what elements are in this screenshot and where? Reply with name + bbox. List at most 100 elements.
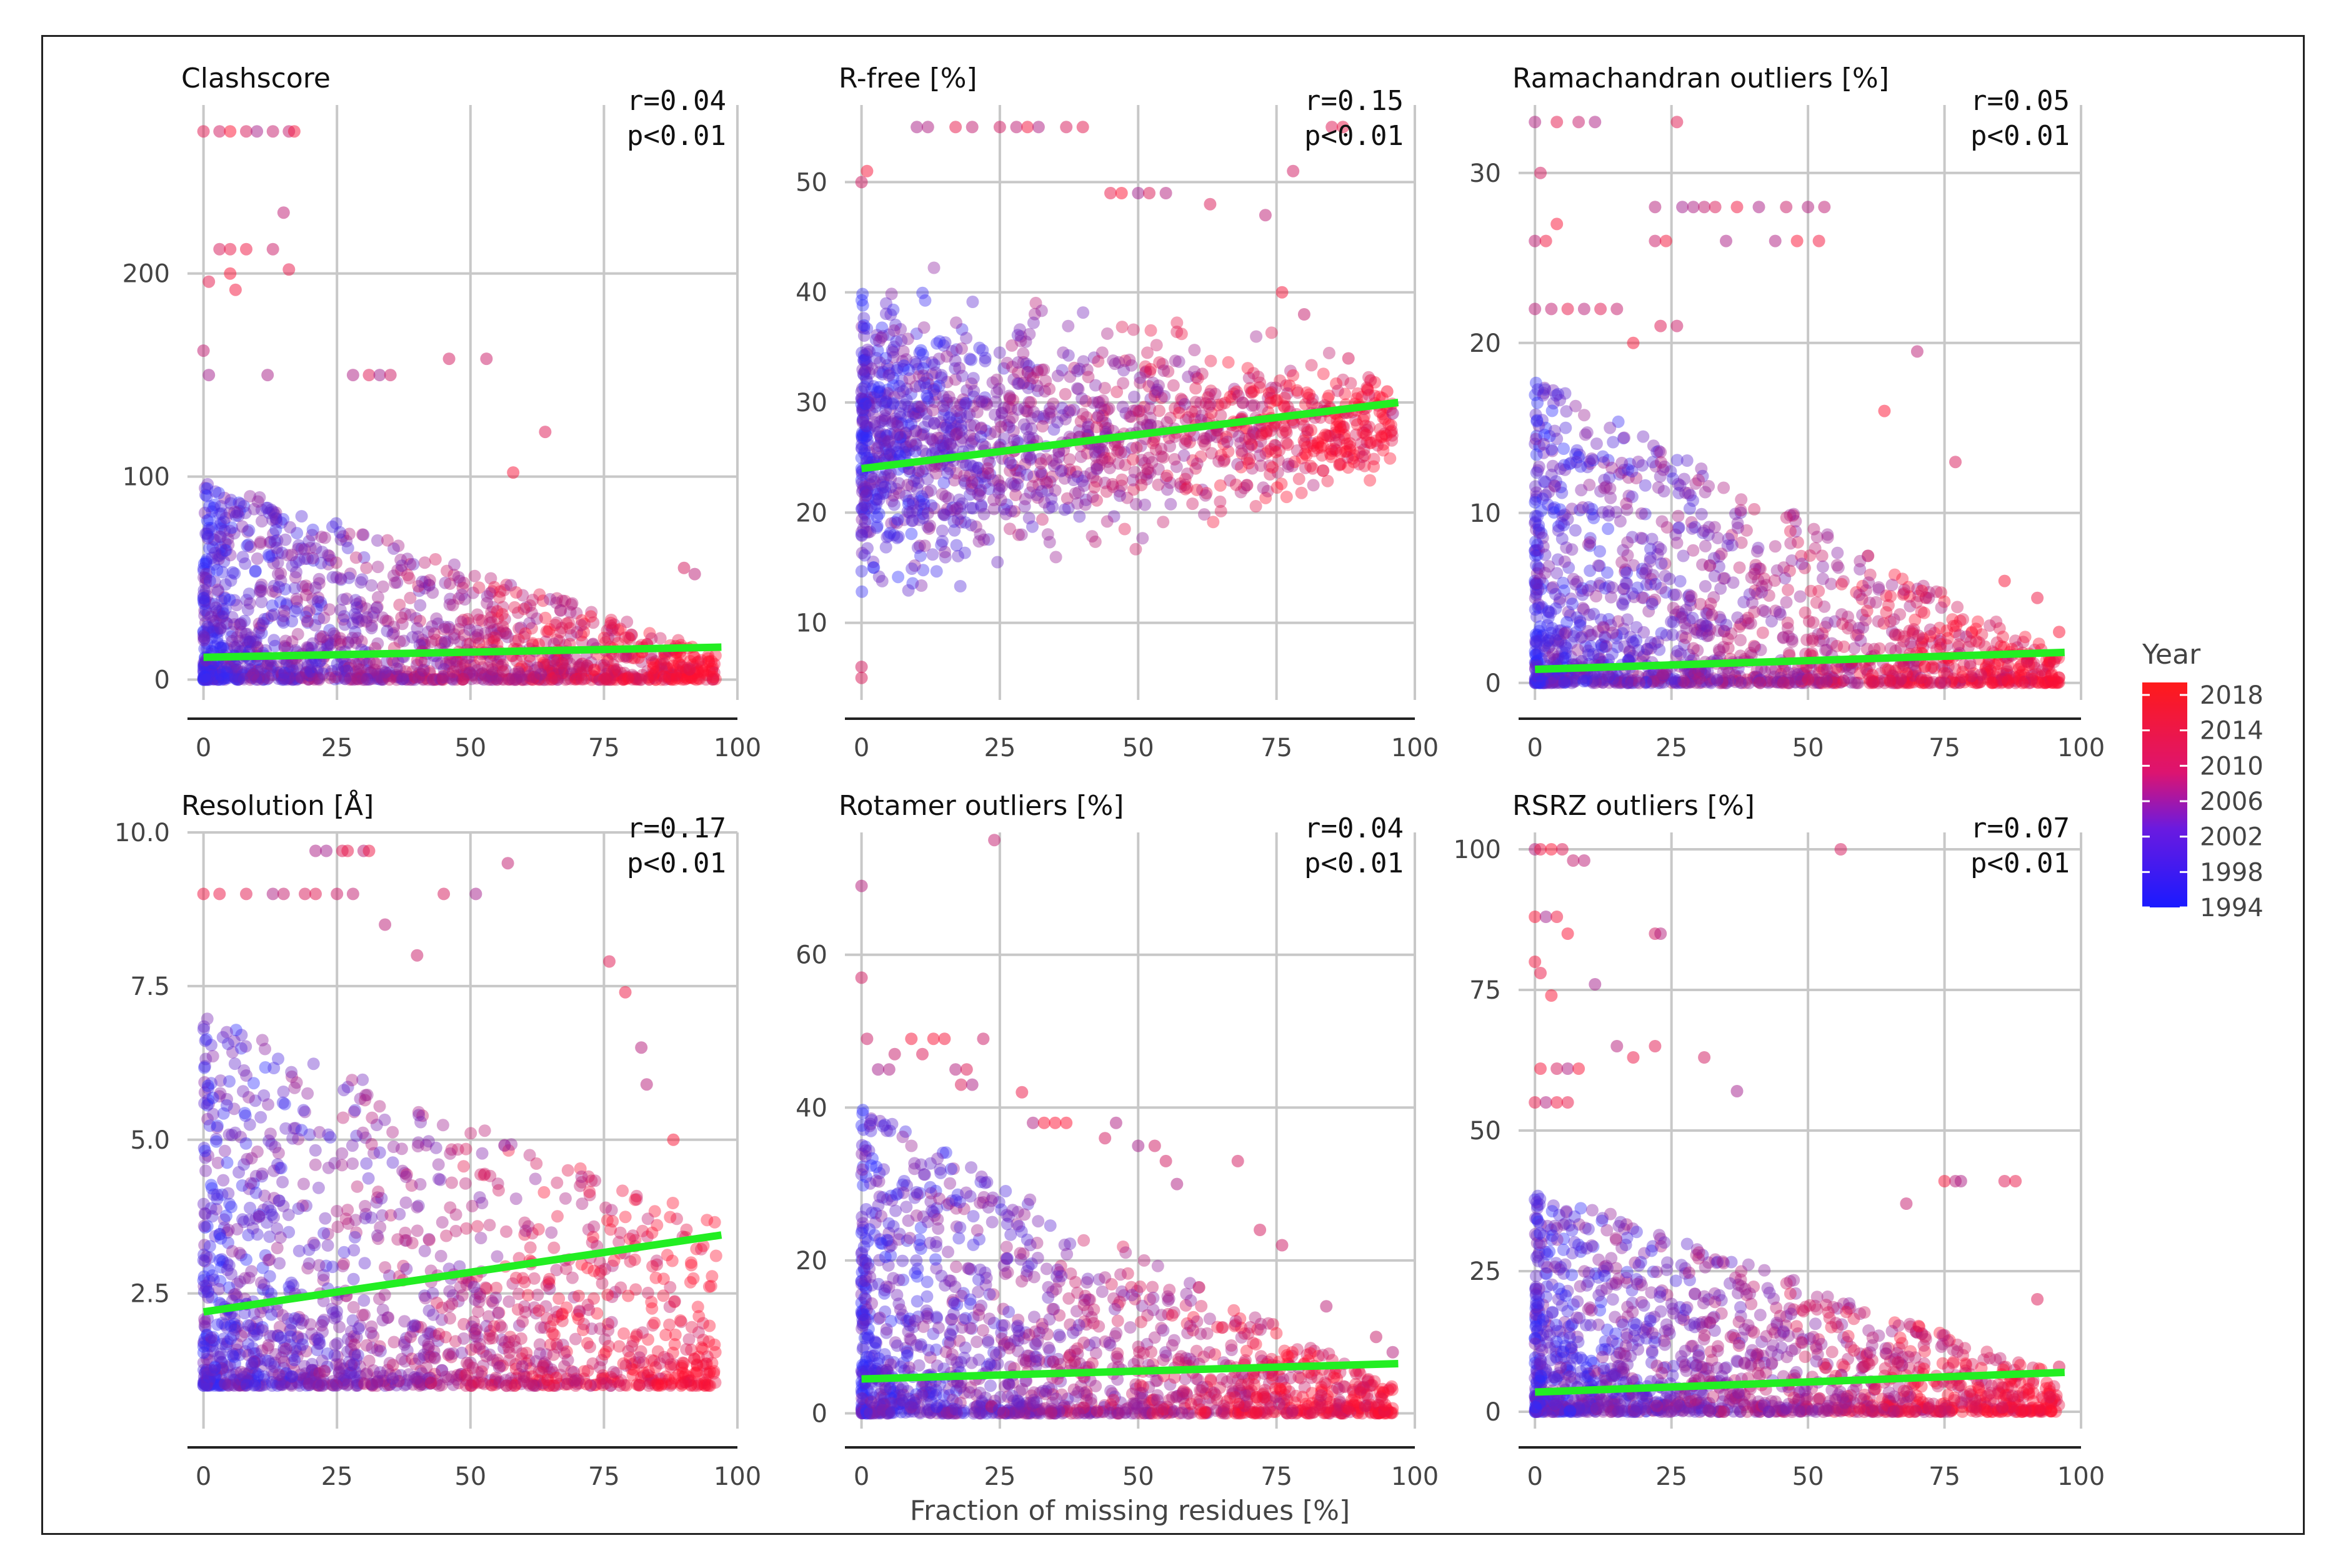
scatter-point [950, 539, 963, 552]
x-tick-label: 50 [1792, 734, 1824, 762]
scatter-point [212, 585, 225, 598]
scatter-point [967, 372, 980, 385]
scatter-point [1043, 536, 1056, 549]
scatter-point [2045, 669, 2058, 682]
scatter-point [551, 662, 564, 675]
scatter-point [611, 668, 624, 681]
scatter-point [207, 501, 220, 514]
scatter-point [691, 662, 704, 676]
scatter-point [1074, 450, 1087, 463]
scatter-point [214, 612, 227, 625]
scatter-point [311, 665, 324, 678]
scatter-point [526, 673, 539, 686]
scatter-point [261, 661, 274, 674]
scatter-point [965, 353, 978, 366]
scatter-point [395, 611, 408, 624]
scatter-point [867, 472, 880, 486]
scatter-point [1637, 430, 1650, 443]
scatter-point [1292, 472, 1305, 486]
scatter-point [1607, 436, 1620, 449]
scatter-point [197, 673, 210, 686]
scatter-point [1215, 397, 1228, 411]
scatter-point [401, 552, 414, 566]
scatter-point [392, 539, 405, 552]
scatter-point [544, 592, 557, 606]
scatter-point [666, 673, 679, 686]
scatter-point [211, 661, 223, 674]
scatter-point [476, 614, 489, 627]
scatter-point [497, 584, 511, 597]
scatter-point [230, 599, 243, 612]
scatter-point [524, 654, 537, 667]
scatter-point [1266, 461, 1279, 474]
scatter-point [286, 673, 299, 686]
scatter-point [444, 592, 457, 606]
scatter-point [1645, 532, 1659, 546]
scatter-point [663, 672, 676, 685]
scatter-point [311, 672, 324, 685]
scatter-point [1610, 506, 1623, 519]
scatter-point [290, 566, 302, 579]
scatter-point [278, 641, 291, 654]
scatter-point [679, 664, 692, 677]
scatter-point [471, 632, 484, 645]
scatter-point [269, 586, 282, 599]
scatter-point [569, 652, 582, 666]
scatter-point [451, 655, 464, 668]
scatter-point [611, 663, 623, 676]
scatter-point [662, 672, 675, 686]
scatter-point [302, 642, 315, 654]
scatter-point [1334, 457, 1347, 471]
scatter-point [198, 506, 211, 519]
scatter-point [467, 586, 480, 599]
outlier-point [1159, 187, 1172, 199]
scatter-point [312, 671, 325, 684]
outlier-point [1550, 217, 1564, 231]
scatter-point [1531, 538, 1544, 551]
scatter-point [382, 666, 396, 679]
scatter-point [1926, 660, 1939, 673]
scatter-point [935, 369, 948, 382]
scatter-point [707, 671, 720, 684]
scatter-point [581, 662, 594, 675]
scatter-point [354, 576, 367, 589]
scatter-point [1088, 481, 1101, 494]
scatter-point [304, 666, 317, 679]
outlier-point [1649, 234, 1662, 247]
scatter-point [1322, 346, 1335, 359]
scatter-point [239, 634, 252, 647]
scatter-point [1548, 501, 1561, 514]
x-tick-label: 75 [1929, 734, 1960, 762]
scatter-point [1344, 377, 1357, 390]
scatter-point [439, 657, 452, 671]
scatter-point [1680, 454, 1694, 467]
scatter-point [654, 659, 667, 671]
scatter-point [218, 673, 231, 686]
scatter-point [626, 651, 639, 664]
scatter-point [264, 664, 277, 677]
scatter-point [197, 628, 211, 641]
scatter-point [212, 664, 226, 677]
scatter-point [654, 669, 667, 682]
scatter-point [950, 316, 962, 329]
outlier-point [1076, 121, 1089, 134]
scatter-point [381, 624, 394, 637]
scatter-point [380, 656, 393, 669]
scatter-point [343, 673, 356, 686]
scatter-point [206, 624, 219, 637]
outlier-point [1104, 187, 1117, 199]
scatter-point [1530, 636, 1543, 649]
scatter-point [1071, 470, 1084, 483]
scatter-point [675, 659, 688, 672]
scatter-point [417, 664, 429, 677]
scatter-point [1062, 406, 1075, 419]
scatter-point [939, 490, 952, 503]
scatter-point [251, 664, 264, 677]
scatter-point [217, 555, 231, 568]
scatter-point [264, 536, 277, 549]
scatter-point [1188, 344, 1201, 357]
scatter-point [706, 665, 719, 678]
scatter-point [218, 524, 231, 537]
scatter-point [511, 671, 524, 684]
scatter-point [482, 633, 496, 646]
